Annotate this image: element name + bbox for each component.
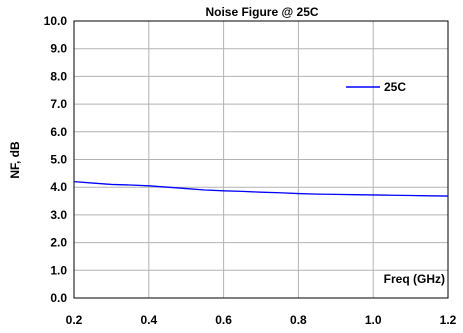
x-tick-label: 1.2 [440,313,457,327]
y-tick-label: 7.0 [50,97,67,111]
plot-area [73,181,449,197]
series-line-0 [73,181,449,197]
y-tick-label: 4.0 [50,180,67,194]
y-tick-label: 5.0 [50,153,67,167]
x-tick-label: 0.8 [290,313,307,327]
y-tick-label: 6.0 [50,125,67,139]
x-tick-label: 0.2 [66,313,83,327]
y-tick-label: 8.0 [50,69,67,83]
chart-title: Noise Figure @ 25C [205,5,318,19]
x-tick-label: 1.0 [365,313,382,327]
y-tick-label: 2.0 [50,236,67,250]
y-tick-label: 3.0 [50,208,67,222]
x-axis-label: Freq (GHz) [384,272,445,286]
plot-frame [73,20,449,299]
legend-label: 25C [384,80,406,94]
x-tick-label: 0.6 [215,313,232,327]
y-tick-label: 1.0 [50,263,67,277]
y-tick-labels: 0.0 1.0 2.0 3.0 4.0 5.0 6.0 7.0 8.0 9.0 10.0 [44,14,68,305]
grid [73,20,449,299]
legend: 25C [346,80,406,94]
y-axis-label: NF, dB [8,141,22,179]
y-tick-label: 0.0 [50,291,67,305]
x-tick-label: 0.4 [140,313,157,327]
x-tick-labels: 0.2 0.4 0.6 0.8 1.0 1.2 [66,313,457,327]
y-tick-label: 10.0 [44,14,68,28]
y-tick-label: 9.0 [50,42,67,56]
